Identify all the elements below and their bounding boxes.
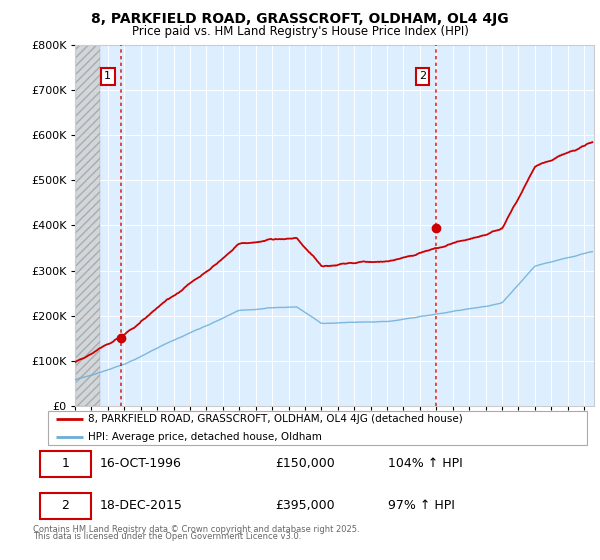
Text: 1: 1 xyxy=(61,457,69,470)
Text: 16-OCT-1996: 16-OCT-1996 xyxy=(100,457,181,470)
FancyBboxPatch shape xyxy=(40,493,91,519)
Text: Price paid vs. HM Land Registry's House Price Index (HPI): Price paid vs. HM Land Registry's House … xyxy=(131,25,469,38)
FancyBboxPatch shape xyxy=(48,411,587,445)
Text: £150,000: £150,000 xyxy=(275,457,335,470)
Text: 104% ↑ HPI: 104% ↑ HPI xyxy=(388,457,463,470)
FancyBboxPatch shape xyxy=(40,451,91,477)
Text: Contains HM Land Registry data © Crown copyright and database right 2025.: Contains HM Land Registry data © Crown c… xyxy=(33,525,359,534)
Text: 2: 2 xyxy=(419,72,426,81)
Text: 8, PARKFIELD ROAD, GRASSCROFT, OLDHAM, OL4 4JG: 8, PARKFIELD ROAD, GRASSCROFT, OLDHAM, O… xyxy=(91,12,509,26)
Text: 1: 1 xyxy=(104,72,111,81)
Text: 97% ↑ HPI: 97% ↑ HPI xyxy=(388,500,455,512)
Text: 2: 2 xyxy=(61,500,69,512)
Text: HPI: Average price, detached house, Oldham: HPI: Average price, detached house, Oldh… xyxy=(89,432,322,441)
Text: 8, PARKFIELD ROAD, GRASSCROFT, OLDHAM, OL4 4JG (detached house): 8, PARKFIELD ROAD, GRASSCROFT, OLDHAM, O… xyxy=(89,414,463,424)
Bar xyxy=(75,45,100,406)
Text: £395,000: £395,000 xyxy=(275,500,334,512)
Text: This data is licensed under the Open Government Licence v3.0.: This data is licensed under the Open Gov… xyxy=(33,532,301,541)
Text: 18-DEC-2015: 18-DEC-2015 xyxy=(100,500,182,512)
